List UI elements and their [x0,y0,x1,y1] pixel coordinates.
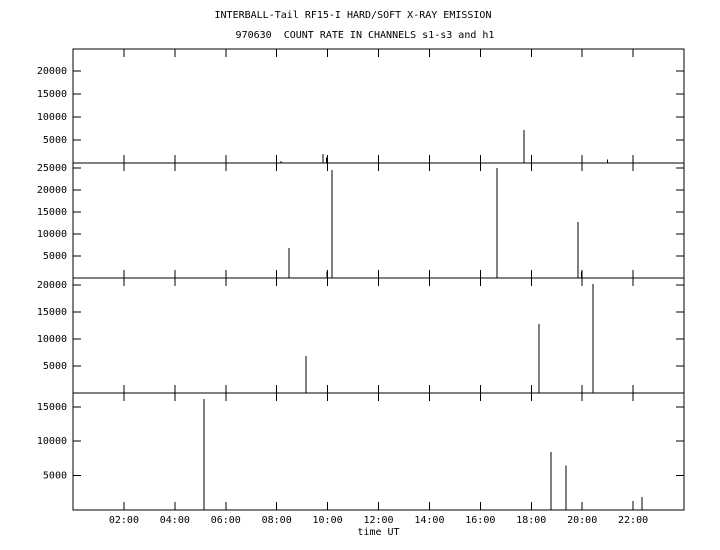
y-tick-label: 20000 [37,185,67,196]
x-tick-label: 08:00 [262,515,292,526]
x-tick-label: 12:00 [363,515,393,526]
y-tick-label: 15000 [37,402,67,413]
y-tick-label: 10000 [37,334,67,345]
x-tick-label: 04:00 [160,515,190,526]
y-tick-label: 5000 [43,251,67,262]
y-tick-label: 10000 [37,436,67,447]
chart-title: INTERBALL-Tail RF15-I HARD/SOFT X-RAY EM… [215,10,492,21]
y-tick-label: 5000 [43,361,67,372]
y-tick-label: 10000 [37,229,67,240]
x-tick-label: 18:00 [516,515,546,526]
y-tick-label: 25000 [37,163,67,174]
chart-subtitle: 970630 COUNT RATE IN CHANNELS s1-s3 and … [236,30,495,41]
x-tick-label: 16:00 [465,515,495,526]
x-tick-label: 14:00 [414,515,444,526]
y-tick-label: 15000 [37,307,67,318]
y-tick-label: 10000 [37,112,67,123]
y-tick-label: 20000 [37,280,67,291]
y-tick-label: 20000 [37,66,67,77]
y-tick-label: 15000 [37,207,67,218]
x-tick-label: 10:00 [313,515,343,526]
x-tick-label: 02:00 [109,515,139,526]
y-tick-label: 5000 [43,135,67,146]
x-tick-label: 06:00 [211,515,241,526]
x-tick-label: 22:00 [618,515,648,526]
y-tick-label: 15000 [37,89,67,100]
x-tick-label: 20:00 [567,515,597,526]
y-tick-label: 5000 [43,471,67,482]
x-axis-label: time UT [357,527,399,538]
